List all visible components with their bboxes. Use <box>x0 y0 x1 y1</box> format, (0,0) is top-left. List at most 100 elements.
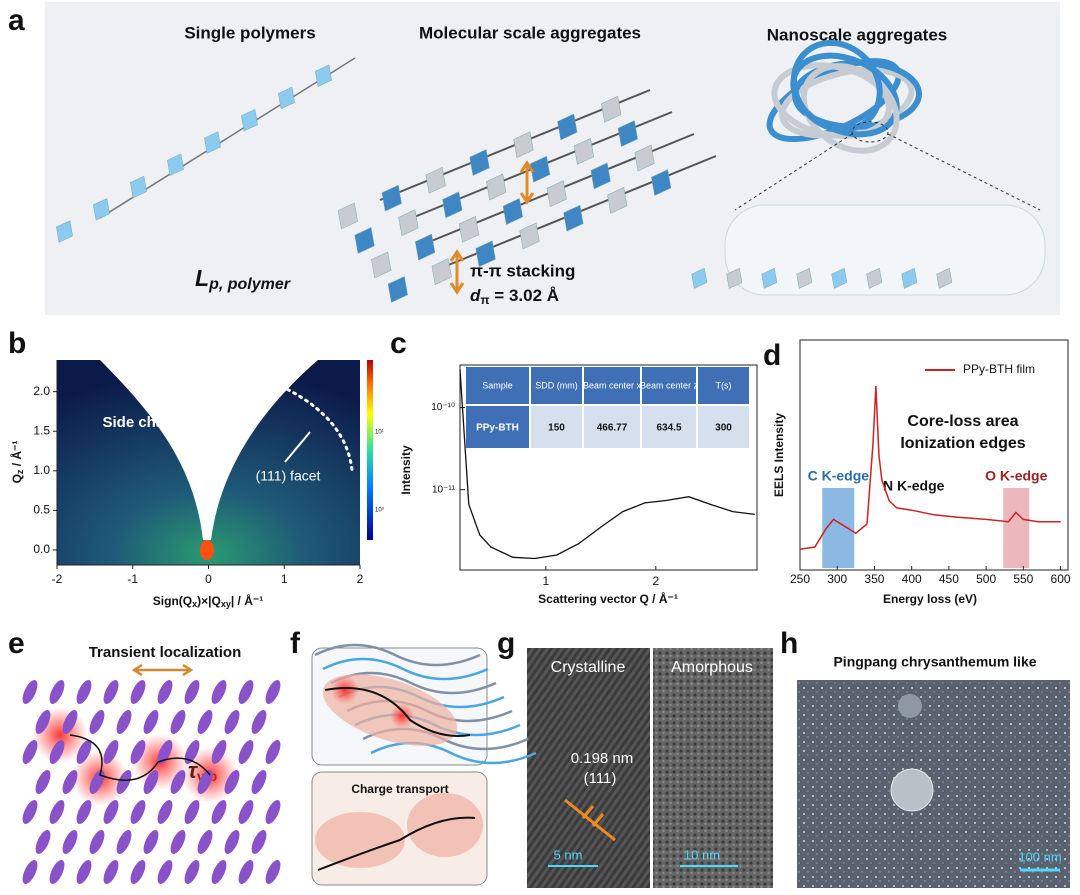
caption: Charge transport <box>351 782 448 796</box>
x-tick-label: 1 <box>542 574 549 588</box>
monomer <box>486 173 507 201</box>
molecule <box>103 799 119 825</box>
molecule <box>116 769 132 795</box>
image-label: Crystalline <box>551 659 626 676</box>
molecule <box>184 739 200 765</box>
subscript: x <box>192 599 197 609</box>
x-tick-label: 2 <box>357 572 364 586</box>
table-cell-bg <box>531 406 582 448</box>
molecule <box>103 679 119 705</box>
molecule <box>35 769 51 795</box>
table-cell: PPy-BTH <box>476 423 519 434</box>
eels-curve <box>799 385 1061 551</box>
monomer <box>387 276 408 303</box>
aggregate <box>407 793 483 857</box>
symbol: d <box>470 286 481 305</box>
monomer <box>130 175 147 199</box>
table-header-cell <box>531 367 582 404</box>
colorbar <box>367 360 373 540</box>
molecule <box>143 829 159 855</box>
plot-frame <box>799 339 1069 571</box>
molecule <box>157 679 173 705</box>
table-header: SDD (mm) <box>535 380 578 390</box>
monomer <box>761 267 778 289</box>
symbol: L <box>195 265 209 291</box>
hotspot <box>331 676 359 704</box>
table-cell: 300 <box>715 423 732 434</box>
monomer <box>634 144 655 172</box>
molecule <box>62 769 78 795</box>
molecule <box>130 679 146 705</box>
transport-arrow <box>317 816 476 871</box>
monomer <box>530 155 551 183</box>
monomer <box>726 267 743 289</box>
monomer <box>557 113 578 141</box>
monomer <box>901 267 918 289</box>
molecule <box>22 679 38 705</box>
molecule <box>251 709 267 735</box>
stacking-distance: dπ = 3.02 Å <box>470 286 559 307</box>
panel-label: b <box>8 327 26 360</box>
table-header-cell <box>698 367 749 404</box>
molecule <box>62 829 78 855</box>
molecule <box>265 859 281 885</box>
molecule <box>238 679 254 705</box>
panel-label: h <box>780 627 798 660</box>
molecule <box>157 739 173 765</box>
monomer <box>415 233 436 261</box>
hop-path <box>69 734 211 781</box>
monomer <box>502 198 523 225</box>
transport-arrow <box>324 687 471 737</box>
molecule <box>76 739 92 765</box>
arrow <box>284 431 311 463</box>
monomer <box>563 204 584 232</box>
annotation: Ionization edges <box>900 435 1025 452</box>
table-header-cell <box>466 367 529 404</box>
monomer <box>371 251 392 279</box>
molecule <box>197 769 213 795</box>
monomer <box>601 95 622 123</box>
tem-image <box>527 648 650 888</box>
heading: Molecular scale aggregates <box>419 23 641 42</box>
panel-b: Side chain (111) facet 10¹ 10⁰ Sign(Qx)×… <box>9 360 385 609</box>
panel-label: c <box>390 327 407 360</box>
panel-label: d <box>763 339 781 372</box>
particle <box>890 768 934 812</box>
table-cell-bg <box>642 406 696 448</box>
molecule <box>49 799 65 825</box>
monomer <box>204 131 221 154</box>
molecule <box>130 799 146 825</box>
panel-label: e <box>8 627 25 660</box>
monomer <box>546 180 567 208</box>
molecule <box>197 829 213 855</box>
molecule <box>238 799 254 825</box>
monomer <box>315 64 332 87</box>
y-tick-label: 0.5 <box>33 503 50 517</box>
monomer <box>796 267 813 289</box>
x-tick-label: 600 <box>1051 572 1071 586</box>
x-tick-label: 550 <box>1013 572 1033 586</box>
molecule <box>211 859 227 885</box>
monomer <box>617 120 638 147</box>
y-axis-label: Qz / Å⁻¹ <box>9 441 25 484</box>
part: Sign(Q <box>153 594 192 608</box>
zoom-lines <box>734 133 1041 211</box>
monomer <box>442 191 463 219</box>
aggregate <box>315 812 405 868</box>
table-cell-bg <box>698 406 749 448</box>
y-tick-label: 10⁻¹¹ <box>432 484 456 495</box>
chain <box>314 643 481 667</box>
monomer <box>398 209 419 236</box>
molecule <box>170 829 186 855</box>
monomer <box>469 149 490 176</box>
scale-label: 10 nm <box>684 847 720 862</box>
edge-label: O K-edge <box>985 468 1047 484</box>
molecule <box>35 829 51 855</box>
subscript: xy <box>221 599 231 609</box>
monomer <box>691 267 708 289</box>
monomer <box>607 187 628 214</box>
subscript: z <box>15 469 25 474</box>
molecule <box>89 829 105 855</box>
facet-arc <box>260 376 354 472</box>
